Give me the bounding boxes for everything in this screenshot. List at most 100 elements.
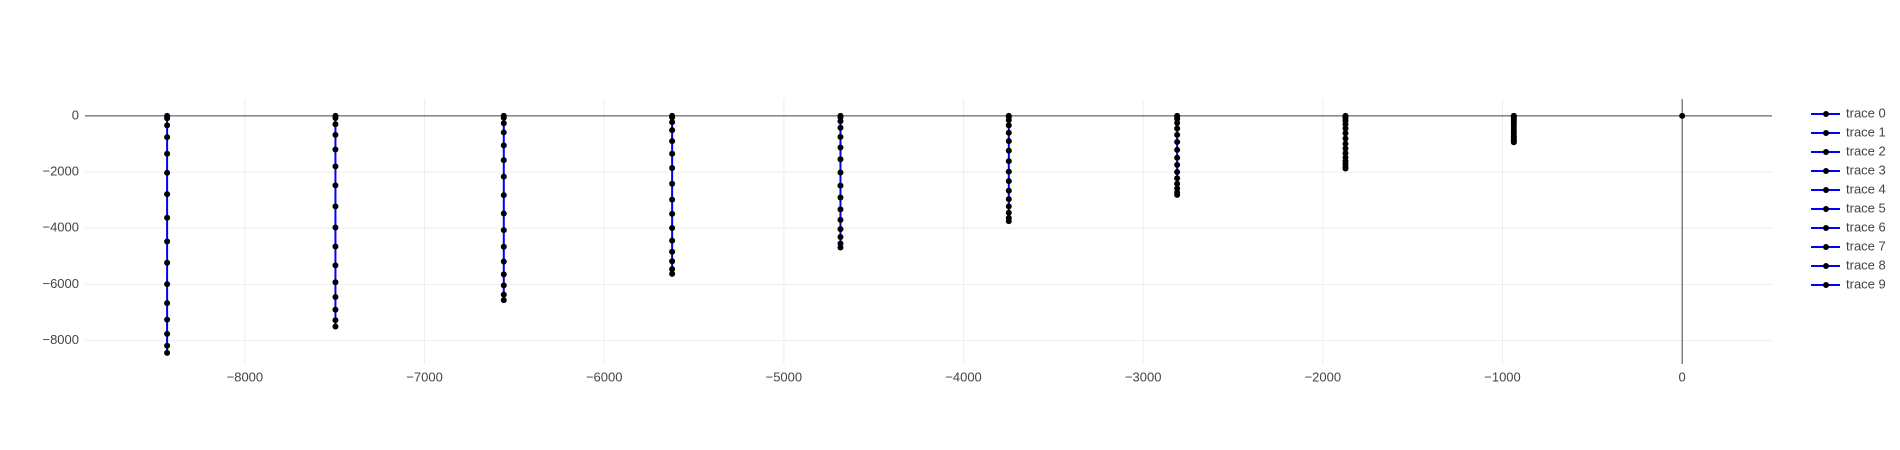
trace-marker [1342,140,1349,147]
y-tick-label: −8000 [42,332,79,347]
trace-marker [1342,130,1349,137]
trace-marker [500,157,507,164]
trace-marker [1342,165,1349,172]
trace-marker [1005,209,1012,216]
trace-marker [164,300,171,307]
trace-marker [1342,121,1349,128]
trace-marker [669,127,676,134]
trace-marker [164,330,171,337]
trace-marker [332,317,339,324]
trace-marker [837,169,844,176]
trace-marker [500,173,507,180]
trace-marker [1005,218,1012,225]
trace-marker [837,194,844,201]
x-tick-label: −5000 [766,369,803,384]
trace-marker [164,349,171,356]
trace-marker [500,142,507,149]
trace-marker [164,281,171,288]
trace-marker [1679,112,1686,119]
trace-marker [1342,125,1349,132]
trace-marker [1342,150,1349,157]
trace-marker [164,238,171,245]
trace-marker [164,342,171,349]
trace-marker [164,259,171,266]
trace-marker [837,182,844,189]
trace-marker [1174,146,1181,153]
legend-label: trace 0 [1846,105,1886,120]
legend-label: trace 9 [1846,276,1886,291]
trace-marker [332,121,339,128]
legend-marker [1823,244,1829,250]
trace-marker [500,192,507,199]
legend-label: trace 2 [1846,143,1886,158]
trace-marker [669,225,676,232]
legend-label: trace 3 [1846,162,1886,177]
trace-marker [500,297,507,304]
trace-marker [1005,129,1012,136]
legend-marker [1823,130,1829,136]
trace-marker [332,182,339,189]
trace-marker [500,291,507,298]
trace-marker [164,122,171,129]
trace-marker [164,115,171,122]
legend-marker [1823,225,1829,231]
trace-marker [1174,175,1181,182]
trace-marker [837,206,844,213]
trace-marker [669,270,676,277]
legend-marker [1823,149,1829,155]
x-tick-label: −6000 [586,369,623,384]
trace-marker [669,258,676,265]
trace-marker [500,271,507,278]
trace-marker [1005,196,1012,203]
trace-marker [332,114,339,121]
trace-marker [332,224,339,231]
trace-marker [500,210,507,217]
trace-marker [1342,135,1349,142]
trace-marker [332,131,339,138]
trace-marker [332,243,339,250]
trace-marker [1174,138,1181,145]
trace-marker [669,119,676,126]
trace-marker [1174,180,1181,187]
legend-label: trace 6 [1846,219,1886,234]
trace-marker [332,294,339,301]
trace-marker [332,203,339,210]
y-tick-label: −2000 [42,164,79,179]
trace-marker [500,243,507,250]
trace-marker [837,118,844,125]
trace-marker [164,134,171,141]
trace-marker [837,124,844,131]
legend-label: trace 7 [1846,238,1886,253]
trace-marker [1005,158,1012,165]
trace-marker [500,227,507,234]
legend-label: trace 5 [1846,200,1886,215]
legend-marker [1823,263,1829,269]
trace-marker [669,237,676,244]
trace-marker [500,129,507,136]
y-tick-label: 0 [72,107,79,122]
trace-marker [837,244,844,251]
trace-marker [1174,191,1181,198]
trace-marker [500,120,507,127]
trace-marker [669,210,676,217]
x-tick-label: −2000 [1305,369,1342,384]
trace-marker [332,163,339,170]
trace-marker [837,156,844,163]
trace-marker [837,226,844,233]
trace-marker [837,216,844,223]
trace-marker [669,196,676,203]
trace-marker [332,146,339,153]
legend-marker [1823,168,1829,174]
x-tick-label: −8000 [227,369,264,384]
trace-marker [164,214,171,221]
y-tick-label: −6000 [42,276,79,291]
x-tick-label: −7000 [406,369,443,384]
legend-label: trace 4 [1846,181,1886,196]
trace-marker [669,114,676,121]
trace-marker [332,262,339,269]
trace-marker [164,316,171,323]
y-tick-label: −4000 [42,220,79,235]
trace-marker [1005,147,1012,154]
x-tick-label: −4000 [945,369,982,384]
